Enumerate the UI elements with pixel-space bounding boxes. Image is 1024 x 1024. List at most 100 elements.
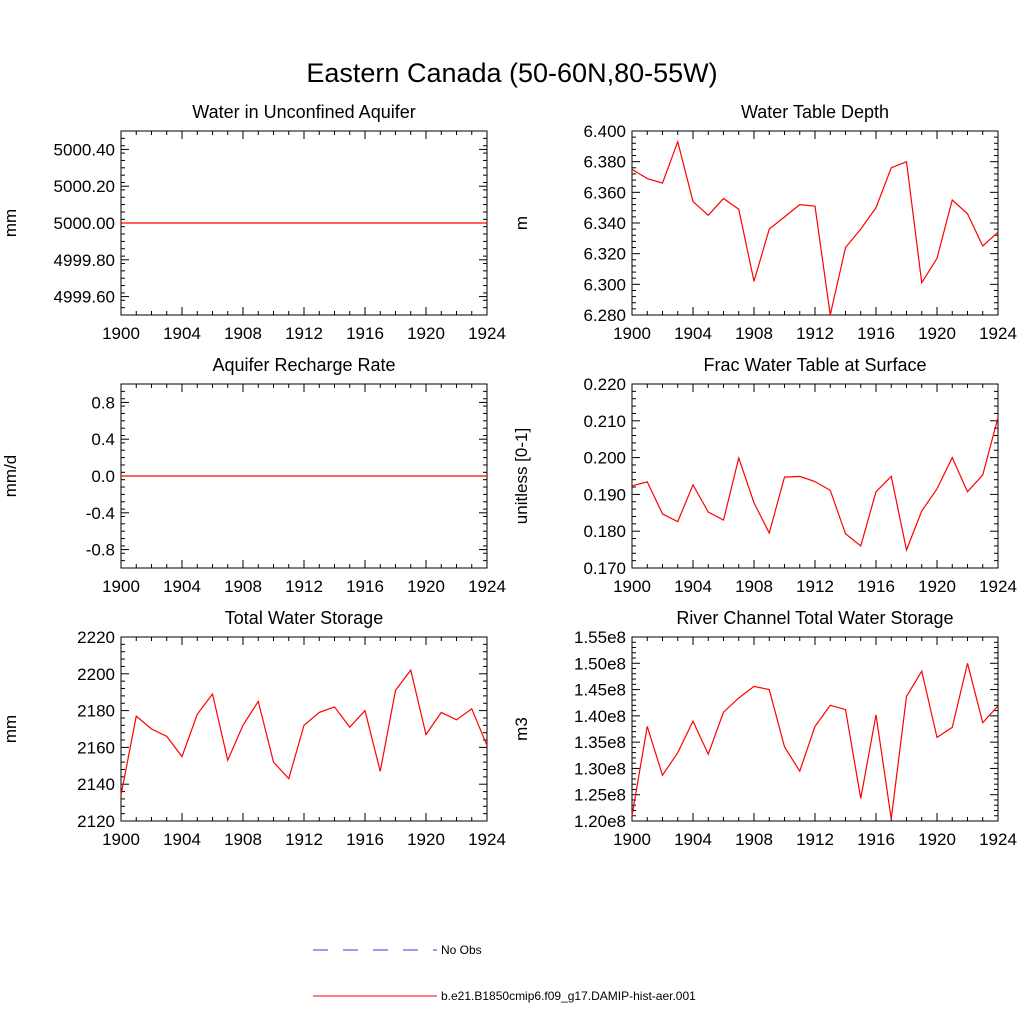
data-point xyxy=(135,715,137,717)
data-point xyxy=(722,711,724,713)
data-point xyxy=(844,246,846,248)
y-tick-label: 0.4 xyxy=(91,430,115,449)
data-point xyxy=(905,160,907,162)
x-tick-label: 1916 xyxy=(346,830,384,849)
data-point xyxy=(120,222,122,224)
x-tick-label: 1920 xyxy=(918,830,956,849)
x-tick-label: 1900 xyxy=(613,577,651,596)
x-tick-label: 1916 xyxy=(857,324,895,343)
panel-title: Total Water Storage xyxy=(225,608,383,628)
panel-title: Water Table Depth xyxy=(741,102,889,122)
data-point xyxy=(425,733,427,735)
x-tick-label: 1904 xyxy=(674,577,712,596)
y-tick-label: 0.180 xyxy=(583,522,626,541)
data-point xyxy=(890,475,892,477)
y-tick-label: 2220 xyxy=(77,628,115,647)
x-tick-label: 1912 xyxy=(796,577,834,596)
panel-title: River Channel Total Water Storage xyxy=(676,608,953,628)
x-tick-label: 1904 xyxy=(163,324,201,343)
panel-title: Frac Water Table at Surface xyxy=(703,355,926,375)
legend: No Obs b.e21.B1850cmip6.f09_g17.DAMIP-his… xyxy=(313,943,696,1003)
data-point xyxy=(875,491,877,493)
data-point xyxy=(440,711,442,713)
x-tick-label: 1908 xyxy=(224,324,262,343)
data-point xyxy=(661,182,663,184)
y-tick-label: 1.20e8 xyxy=(574,812,626,831)
x-tick-label: 1904 xyxy=(674,324,712,343)
data-point xyxy=(875,714,877,716)
data-point xyxy=(814,725,816,727)
data-point xyxy=(905,549,907,551)
data-point xyxy=(646,725,648,727)
data-point xyxy=(394,689,396,691)
plot-frame xyxy=(120,636,488,822)
y-tick-label: 1.55e8 xyxy=(574,628,626,647)
x-tick-label: 1912 xyxy=(285,577,323,596)
data-point xyxy=(333,706,335,708)
data-point xyxy=(288,777,290,779)
data-point xyxy=(875,206,877,208)
data-point xyxy=(753,685,755,687)
chart-panel-3: Aquifer Recharge Rate 1900 1904 1908 1912 191… xyxy=(1,355,506,596)
data-point xyxy=(150,728,152,730)
data-point xyxy=(829,704,831,706)
data-point xyxy=(966,213,968,215)
data-point xyxy=(890,818,892,820)
data-point xyxy=(738,697,740,699)
data-point xyxy=(814,480,816,482)
x-tick-label: 1908 xyxy=(735,324,773,343)
panel-title: Aquifer Recharge Rate xyxy=(212,355,395,375)
data-point xyxy=(486,475,488,477)
data-point xyxy=(783,216,785,218)
data-point xyxy=(120,794,122,796)
data-point xyxy=(799,770,801,772)
data-point xyxy=(707,214,709,216)
data-point xyxy=(768,228,770,230)
x-tick-label: 1900 xyxy=(613,830,651,849)
data-point xyxy=(768,532,770,534)
legend-label: No Obs xyxy=(441,943,482,957)
x-tick-label: 1916 xyxy=(857,577,895,596)
data-point xyxy=(661,774,663,776)
data-point xyxy=(364,709,366,711)
x-tick-label: 1924 xyxy=(468,577,506,596)
y-tick-label: -0.8 xyxy=(86,541,115,560)
data-point xyxy=(982,474,984,476)
y-tick-label: 0.220 xyxy=(583,375,626,394)
data-point xyxy=(738,208,740,210)
data-point xyxy=(677,141,679,143)
x-tick-label: 1916 xyxy=(857,830,895,849)
data-point xyxy=(722,519,724,521)
chart-panel-6: River Channel Total Water Storage 1900 190… xyxy=(512,608,1017,849)
data-point xyxy=(829,314,831,316)
x-tick-label: 1924 xyxy=(979,830,1017,849)
data-point xyxy=(631,168,633,170)
data-point xyxy=(768,688,770,690)
x-tick-label: 1912 xyxy=(285,324,323,343)
y-tick-label: 6.320 xyxy=(583,245,626,264)
x-tick-label: 1900 xyxy=(102,324,140,343)
data-point xyxy=(677,751,679,753)
x-tick-label: 1924 xyxy=(979,324,1017,343)
data-point xyxy=(829,489,831,491)
data-point xyxy=(799,203,801,205)
y-tick-label: 6.360 xyxy=(583,183,626,202)
data-point xyxy=(783,476,785,478)
data-point xyxy=(303,724,305,726)
panels: Water in Unconfined Aquifer 1900 1904 1908 1… xyxy=(1,102,1017,849)
data-point xyxy=(905,695,907,697)
data-point xyxy=(844,708,846,710)
data-point xyxy=(890,167,892,169)
data-point xyxy=(783,746,785,748)
chart-panel-1: Water in Unconfined Aquifer 1900 1904 1908 1… xyxy=(1,102,506,343)
y-axis-label: m3 xyxy=(512,717,531,741)
y-tick-label: 1.40e8 xyxy=(574,707,626,726)
x-tick-label: 1908 xyxy=(224,830,262,849)
y-tick-label: -0.4 xyxy=(86,504,115,523)
chart-panel-4: Frac Water Table at Surface 1900 1904 1908 1… xyxy=(512,355,1017,596)
data-point xyxy=(646,177,648,179)
x-tick-label: 1916 xyxy=(346,577,384,596)
data-point xyxy=(921,282,923,284)
data-point xyxy=(692,200,694,202)
data-point xyxy=(677,520,679,522)
